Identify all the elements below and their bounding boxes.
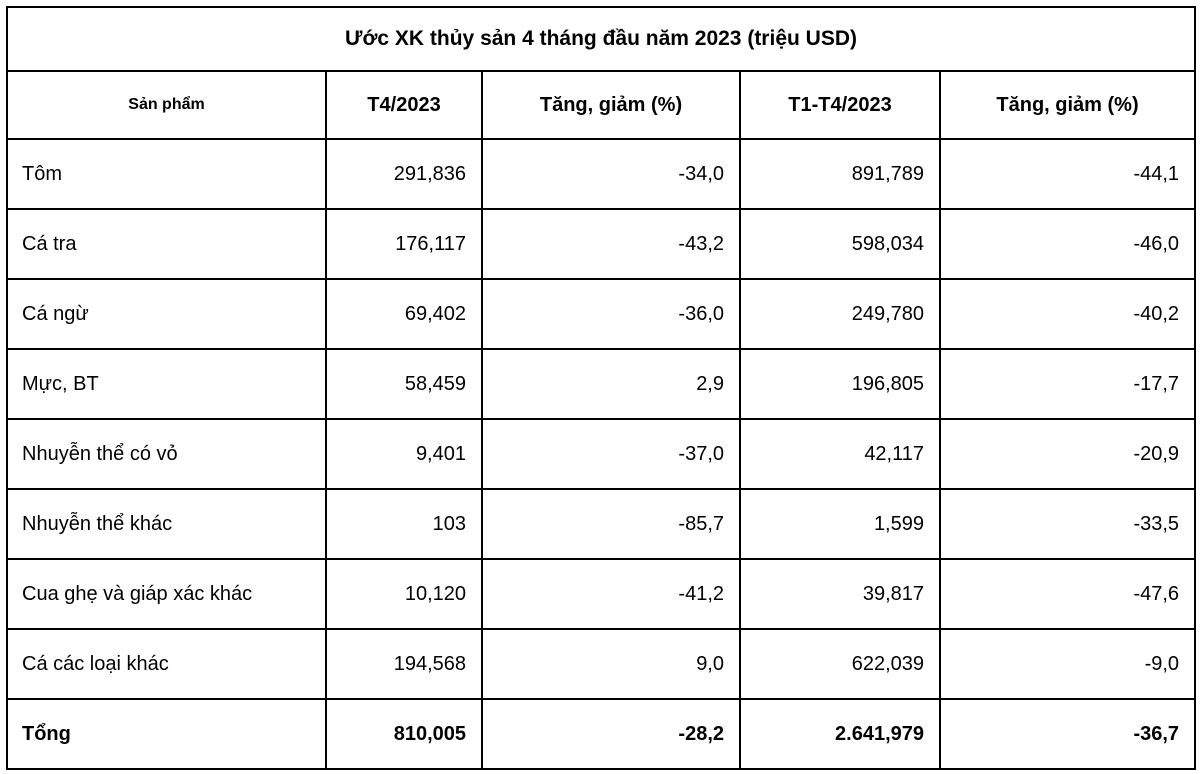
table-row-ca-tra: Cá tra 176,117 -43,2 598,034 -46,0 bbox=[6, 208, 1197, 280]
cell-t4-value: 103 bbox=[325, 488, 483, 560]
table-row-cua-ghe: Cua ghẹ và giáp xác khác 10,120 -41,2 39… bbox=[6, 558, 1197, 630]
cell-t1-t4-change: -33,5 bbox=[938, 488, 1197, 560]
table-row-total: Tổng 810,005 -28,2 2.641,979 -36,7 bbox=[6, 698, 1197, 770]
cell-t1-t4-change: -20,9 bbox=[938, 418, 1197, 490]
cell-product: Cá ngừ bbox=[6, 278, 327, 350]
table-row-ca-cac-loai-khac: Cá các loại khác 194,568 9,0 622,039 -9,… bbox=[6, 628, 1197, 700]
cell-product: Nhuyễn thể có vỏ bbox=[6, 418, 327, 490]
column-header-t4-2023: T4/2023 bbox=[325, 70, 483, 140]
cell-product: Mực, BT bbox=[6, 348, 327, 420]
title-row: Ước XK thủy sản 4 tháng đầu năm 2023 (tr… bbox=[5, 6, 1197, 72]
cell-t4-change: -37,0 bbox=[481, 418, 741, 490]
column-header-change-t4: Tăng, giảm (%) bbox=[481, 70, 741, 140]
cell-t4-change-total: -28,2 bbox=[481, 698, 741, 770]
column-header-t1-t4-2023: T1-T4/2023 bbox=[739, 70, 941, 140]
cell-t4-value: 9,401 bbox=[325, 418, 483, 490]
cell-t1-t4-value: 622,039 bbox=[739, 628, 941, 700]
cell-t4-change: -41,2 bbox=[481, 558, 741, 630]
table-row-nhuyen-the-khac: Nhuyễn thể khác 103 -85,7 1,599 -33,5 bbox=[6, 488, 1197, 560]
table-row-nhuyen-the-co-vo: Nhuyễn thể có vỏ 9,401 -37,0 42,117 -20,… bbox=[6, 418, 1197, 490]
cell-t1-t4-value: 1,599 bbox=[739, 488, 941, 560]
cell-t4-change: -36,0 bbox=[481, 278, 741, 350]
column-header-product: Sản phẩm bbox=[6, 70, 327, 140]
cell-t1-t4-value: 891,789 bbox=[739, 138, 941, 210]
cell-product: Cá tra bbox=[6, 208, 327, 280]
column-header-change-t1-t4: Tăng, giảm (%) bbox=[938, 70, 1197, 140]
cell-t4-change: -85,7 bbox=[481, 488, 741, 560]
cell-t1-t4-change: -46,0 bbox=[938, 208, 1197, 280]
cell-t4-value: 58,459 bbox=[325, 348, 483, 420]
cell-t4-change: -43,2 bbox=[481, 208, 741, 280]
table-row-muc-bt: Mực, BT 58,459 2,9 196,805 -17,7 bbox=[6, 348, 1197, 420]
cell-t4-value: 194,568 bbox=[325, 628, 483, 700]
cell-t4-value: 10,120 bbox=[325, 558, 483, 630]
cell-t4-value: 69,402 bbox=[325, 278, 483, 350]
table-row-ca-ngu: Cá ngừ 69,402 -36,0 249,780 -40,2 bbox=[6, 278, 1197, 350]
cell-t1-t4-value-total: 2.641,979 bbox=[739, 698, 941, 770]
cell-t1-t4-value: 196,805 bbox=[739, 348, 941, 420]
cell-t1-t4-value: 598,034 bbox=[739, 208, 941, 280]
header-row: Sản phẩm T4/2023 Tăng, giảm (%) T1-T4/20… bbox=[6, 70, 1197, 140]
cell-product: Cá các loại khác bbox=[6, 628, 327, 700]
cell-t1-t4-change: -44,1 bbox=[938, 138, 1197, 210]
cell-t1-t4-value: 42,117 bbox=[739, 418, 941, 490]
cell-product: Nhuyễn thể khác bbox=[6, 488, 327, 560]
cell-t4-value: 291,836 bbox=[325, 138, 483, 210]
cell-product-total: Tổng bbox=[6, 698, 327, 770]
cell-t4-value: 176,117 bbox=[325, 208, 483, 280]
cell-t4-value-total: 810,005 bbox=[325, 698, 483, 770]
cell-t4-change: 2,9 bbox=[481, 348, 741, 420]
cell-t4-change: 9,0 bbox=[481, 628, 741, 700]
cell-t1-t4-change: -17,7 bbox=[938, 348, 1197, 420]
cell-t1-t4-value: 249,780 bbox=[739, 278, 941, 350]
cell-t1-t4-value: 39,817 bbox=[739, 558, 941, 630]
cell-t1-t4-change: -40,2 bbox=[938, 278, 1197, 350]
table-row-tom: Tôm 291,836 -34,0 891,789 -44,1 bbox=[6, 138, 1197, 210]
cell-product: Cua ghẹ và giáp xác khác bbox=[6, 558, 327, 630]
seafood-export-table: Ước XK thủy sản 4 tháng đầu năm 2023 (tr… bbox=[5, 6, 1197, 770]
cell-product: Tôm bbox=[6, 138, 327, 210]
table-title: Ước XK thủy sản 4 tháng đầu năm 2023 (tr… bbox=[5, 6, 1197, 72]
cell-t1-t4-change: -9,0 bbox=[938, 628, 1197, 700]
cell-t4-change: -34,0 bbox=[481, 138, 741, 210]
cell-t1-t4-change-total: -36,7 bbox=[938, 698, 1197, 770]
cell-t1-t4-change: -47,6 bbox=[938, 558, 1197, 630]
